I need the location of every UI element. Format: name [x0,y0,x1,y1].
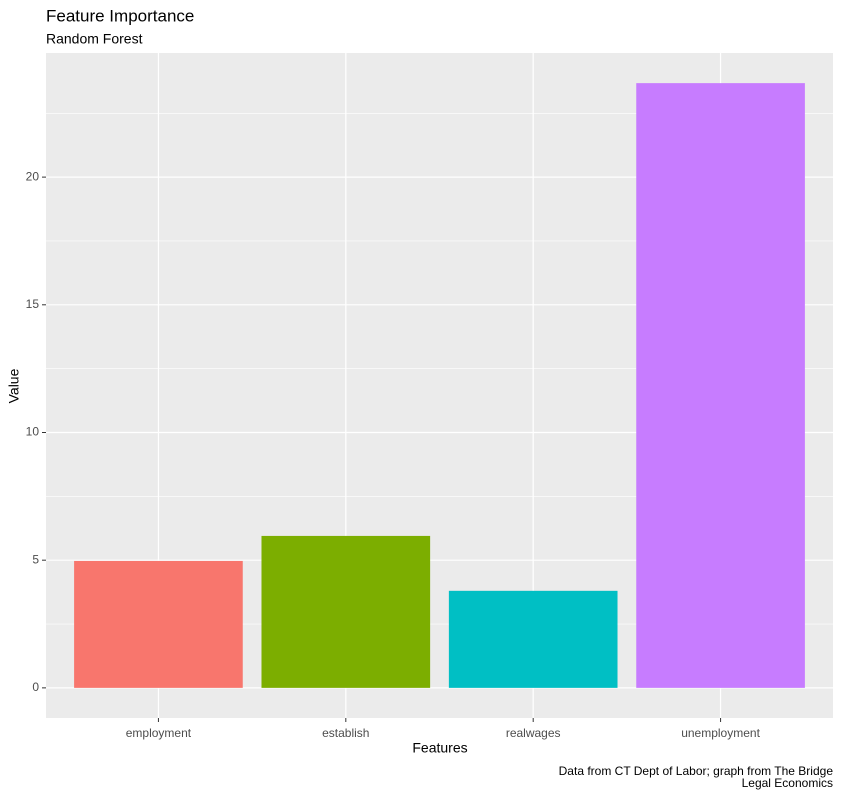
y-tick-label: 20 [26,169,40,183]
chart-title: Feature Importance [46,6,194,25]
caption: Data from CT Dept of Labor; graph from T… [559,764,834,778]
bar [636,83,805,688]
y-tick-label: 5 [32,552,39,566]
caption: Legal Economics [742,776,833,790]
y-tick-label: 10 [26,425,40,439]
y-tick-label: 0 [32,680,39,694]
chart-subtitle: Random Forest [46,31,143,47]
bar [261,535,431,688]
x-axis-label: Features [412,740,467,756]
bar [74,560,243,688]
x-tick-label: employment [126,726,192,740]
bar [448,590,618,688]
y-axis-label: Value [6,368,22,403]
x-tick-label: establish [322,726,369,740]
x-tick-label: realwages [506,726,561,740]
x-tick-label: unemployment [681,726,760,740]
y-tick-label: 15 [26,297,40,311]
